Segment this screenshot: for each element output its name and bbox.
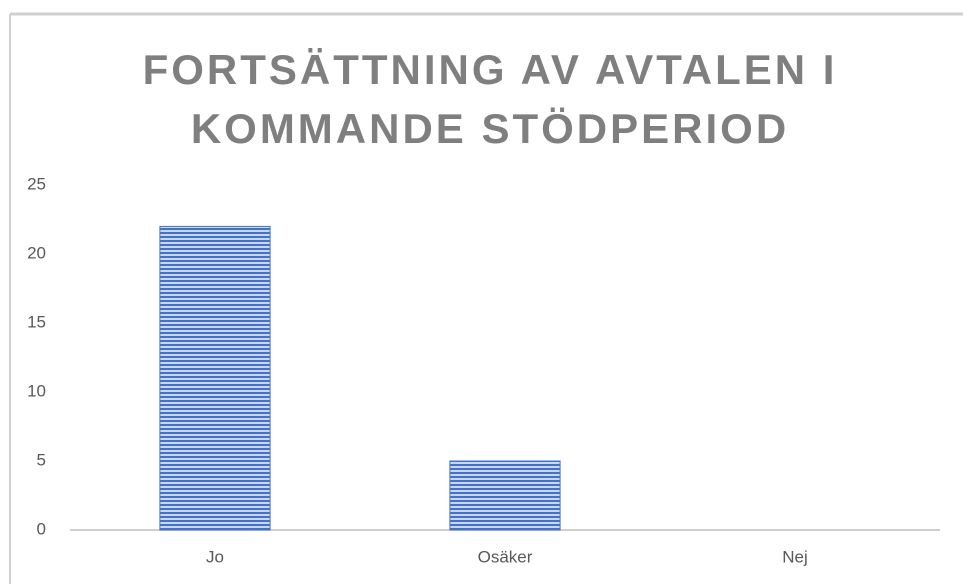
y-tick-label: 25: [27, 174, 46, 193]
x-tick-label: Jo: [206, 547, 224, 566]
bar: [159, 225, 271, 531]
y-tick-label: 10: [27, 381, 46, 400]
y-tick-label: 5: [37, 450, 46, 469]
x-tick-label: Nej: [782, 547, 808, 566]
chart-title: FORTSÄTTNING AV AVTALEN I KOMMANDE STÖDP…: [142, 46, 838, 152]
y-tick-label: 15: [27, 312, 46, 331]
y-tick-label: 20: [27, 243, 46, 262]
y-tick-label: 0: [37, 519, 46, 538]
x-tick-label: Osäker: [478, 547, 533, 566]
bar: [449, 460, 561, 531]
